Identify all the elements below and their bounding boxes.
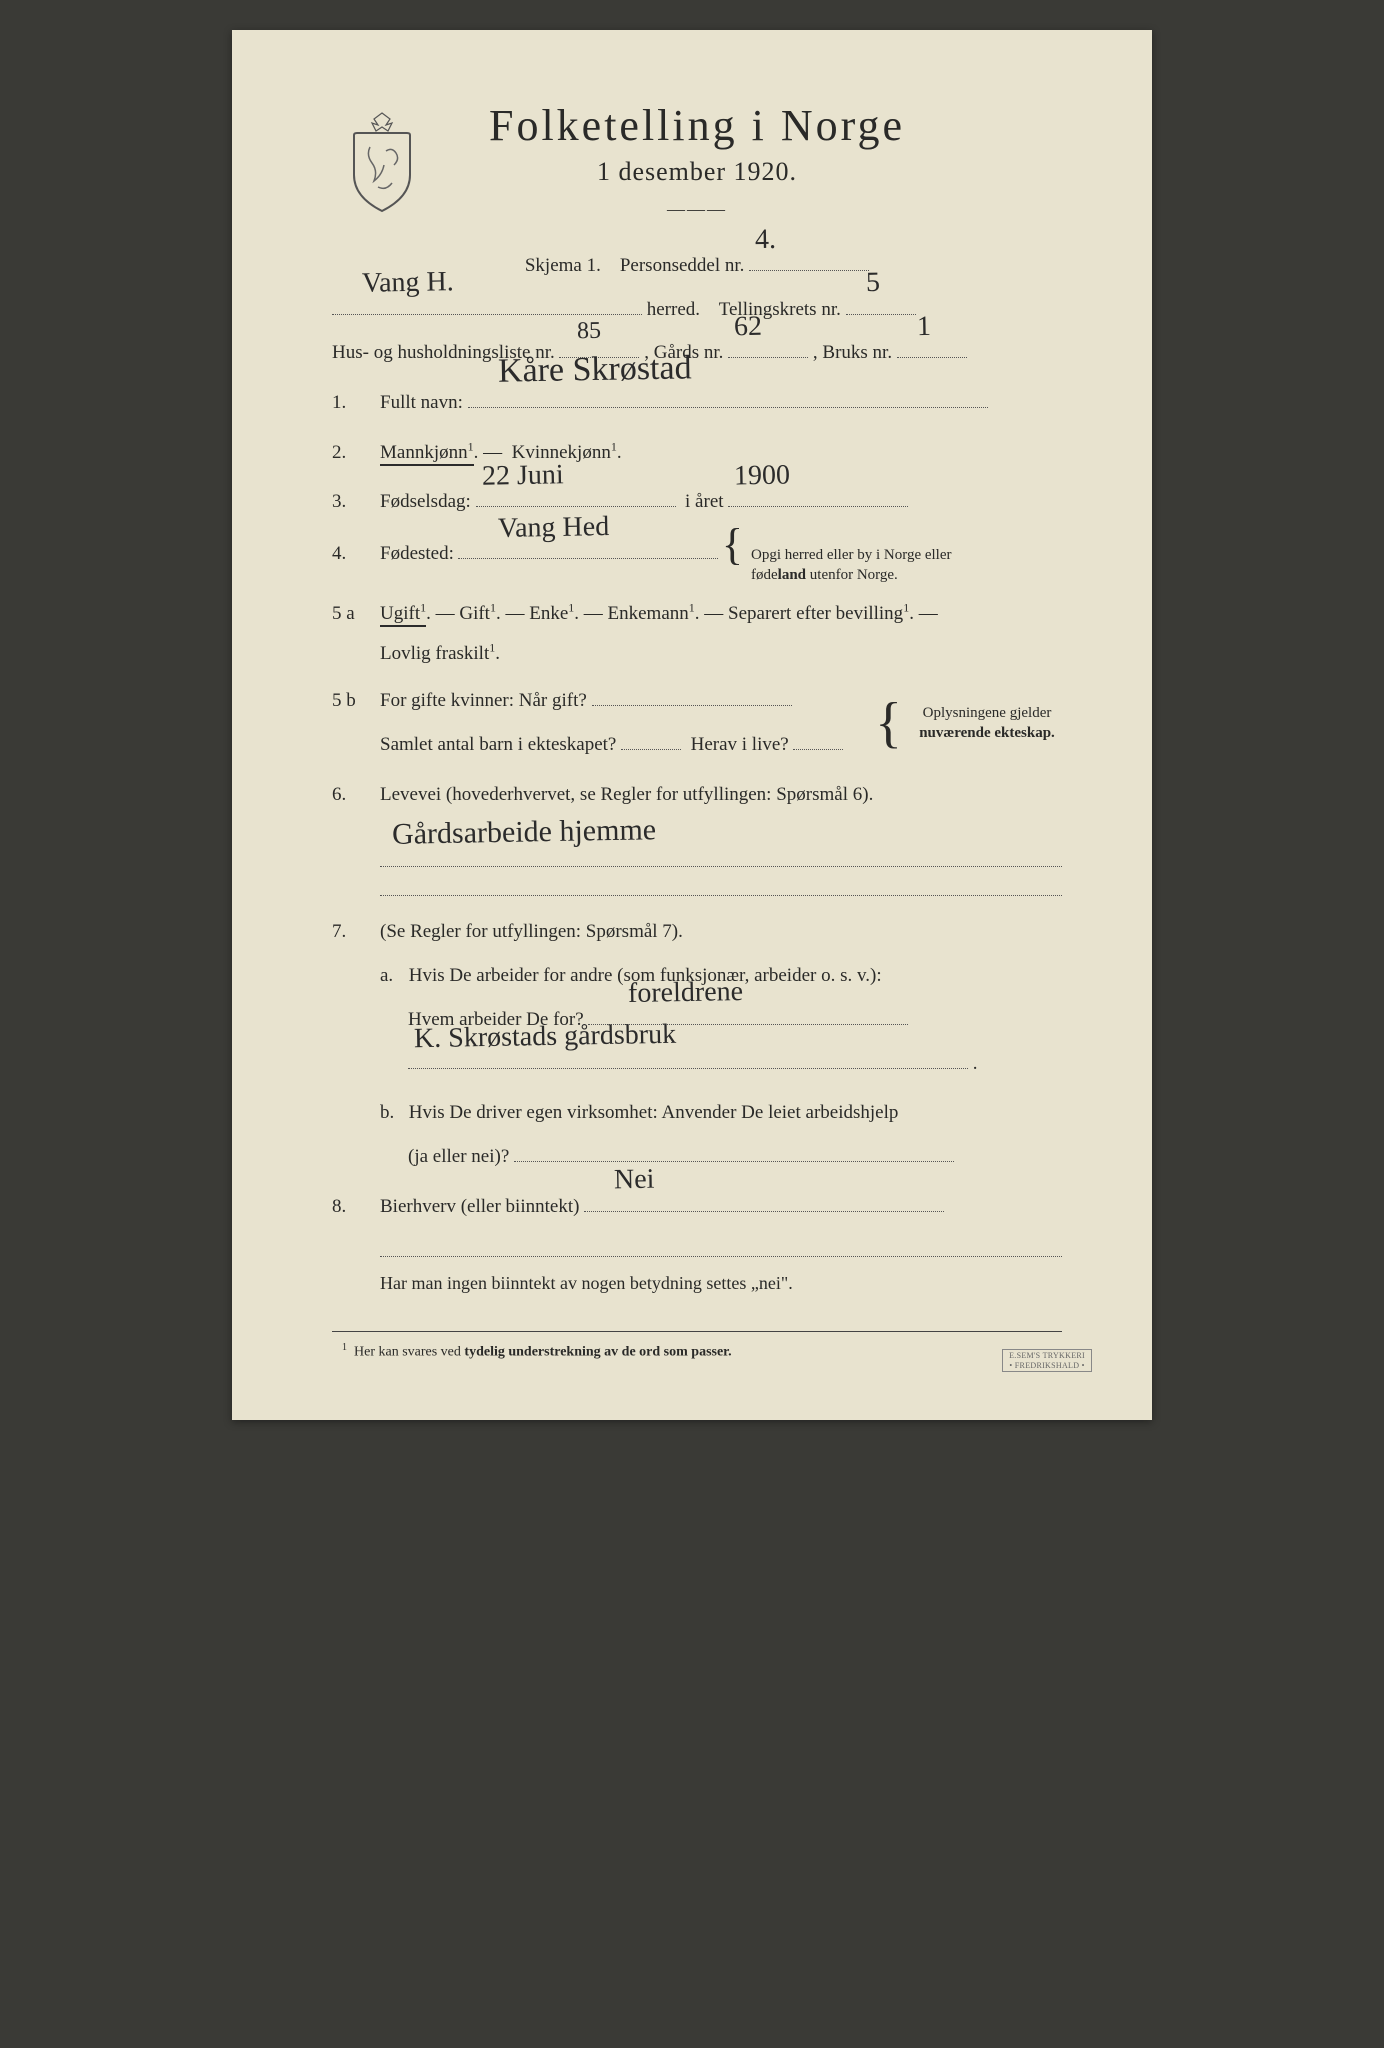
q5a-ugift: Ugift1 — [380, 603, 426, 627]
q8-label: Bierhverv (eller biinntekt) — [380, 1196, 579, 1217]
q1-label: Fullt navn: — [380, 392, 463, 413]
q4-label: Fødested: — [380, 532, 454, 576]
printer-stamp: E.SEM'S TRYKKERI• FREDRIKSHALD • — [1002, 1349, 1092, 1372]
personseddel-value: 4. — [755, 207, 777, 272]
herred-line: Vang H. herred. Tellingskrets nr. 5 — [332, 288, 1062, 332]
title-divider: ——— — [332, 199, 1062, 220]
q1-num: 1. — [332, 381, 368, 425]
q2-mann: Mannkjønn1 — [380, 442, 474, 466]
q6-label: Levevei (hovederhvervet, se Regler for u… — [380, 784, 873, 805]
bruks-value: 1 — [916, 295, 931, 360]
q3-mid: i året — [685, 491, 724, 512]
q5b-num: 5 b — [332, 679, 368, 723]
hus-line: Hus- og husholdningsliste nr. 85 , Gårds… — [332, 331, 1062, 375]
q5a-separert: Separert efter bevilling1 — [728, 603, 909, 624]
q7a-val2: K. Skrøstads gårdsbruk — [413, 1003, 676, 1072]
q7-row: 7. (Se Regler for utfyllingen: Spørsmål … — [332, 910, 1062, 954]
q4-value: Vang Hed — [497, 495, 609, 561]
q7b-label: b. — [380, 1091, 404, 1135]
q5b-l2b: Herav i live? — [691, 734, 789, 755]
herred-label: herred. — [647, 299, 700, 320]
q5a-enkemann: Enkemann1 — [608, 603, 695, 624]
q4-row: 4. Fødested: Vang Hed { Opgi herred elle… — [332, 530, 1062, 586]
q7b-q: (ja eller nei)? — [408, 1146, 509, 1167]
q5b-l2a: Samlet antal barn i ekteskapet? — [380, 734, 616, 755]
q7-num: 7. — [332, 910, 368, 954]
footnote-divider — [332, 1331, 1062, 1332]
schema-label: Skjema 1. — [525, 255, 601, 276]
form-date: 1 desember 1920. — [332, 157, 1062, 187]
q2-row: 2. Mannkjønn1. — Kvinnekjønn1. — [332, 431, 1062, 475]
q5a-enke: Enke1 — [529, 603, 574, 624]
dotted-line — [380, 866, 1062, 867]
q7a-val2-row: K. Skrøstads gårdsbruk . — [408, 1042, 1062, 1086]
q3-year: 1900 — [734, 444, 791, 509]
q2-num: 2. — [332, 431, 368, 475]
q5b-row: 5 b For gifte kvinner: Når gift? Samlet … — [332, 679, 1062, 766]
q5b-l1: For gifte kvinner: Når gift? — [380, 690, 587, 711]
brace-icon: { — [875, 704, 902, 743]
q8-num: 8. — [332, 1185, 368, 1229]
q1-value: Kåre Skrøstad — [497, 329, 692, 411]
hint-line: Har man ingen biinntekt av nogen betydni… — [380, 1263, 1062, 1304]
coat-of-arms-icon — [342, 105, 422, 215]
dotted-line — [380, 895, 1062, 896]
q5a-gift: Gift1 — [459, 603, 496, 624]
q7b-row: b. Hvis De driver egen virksomhet: Anven… — [380, 1091, 1062, 1135]
census-form-page: Folketelling i Norge 1 desember 1920. ——… — [232, 30, 1152, 1420]
q7-label: (Se Regler for utfyllingen: Spørsmål 7). — [380, 921, 683, 942]
tellingskrets-value: 5 — [865, 251, 880, 316]
q3-row: 3. Fødselsdag: 22 Juni i året 1900 — [332, 480, 1062, 524]
form-title: Folketelling i Norge — [332, 100, 1062, 151]
q1-row: 1. Fullt navn: Kåre Skrøstad — [332, 381, 1062, 425]
q7b-q-row: (ja eller nei)? — [408, 1135, 1062, 1179]
gaards-value: 62 — [734, 295, 763, 360]
q7a-label: a. — [380, 954, 404, 998]
q6-num: 6. — [332, 773, 368, 817]
q7b-text: Hvis De driver egen virksomhet: Anvender… — [409, 1102, 899, 1123]
q5b-note: Oplysningene gjelder nuværende ekteskap. — [912, 703, 1062, 744]
dotted-line — [380, 1256, 1062, 1257]
q8-row: 8. Bierhverv (eller biinntekt) Nei — [332, 1185, 1062, 1229]
q5a-fraskilt: Lovlig fraskilt1 — [380, 643, 495, 664]
q8-value: Nei — [614, 1148, 656, 1213]
bruks-label: , Bruks nr. — [813, 342, 892, 363]
q4-note: Opgi herred eller by i Norge eller fødel… — [751, 545, 981, 586]
footnote: 1 Her kan svares ved tydelig understrekn… — [342, 1342, 1062, 1361]
q5a-num: 5 a — [332, 592, 368, 636]
q5a-row: 5 a Ugift1. — Gift1. — Enke1. — Enkemann… — [332, 592, 1062, 674]
q3-num: 3. — [332, 480, 368, 524]
herred-value: Vang H. — [361, 251, 454, 317]
personseddel-label: Personseddel nr. — [620, 255, 745, 276]
q3-label: Fødselsdag: — [380, 491, 471, 512]
brace-icon: { — [722, 530, 743, 561]
q4-num: 4. — [332, 532, 368, 576]
